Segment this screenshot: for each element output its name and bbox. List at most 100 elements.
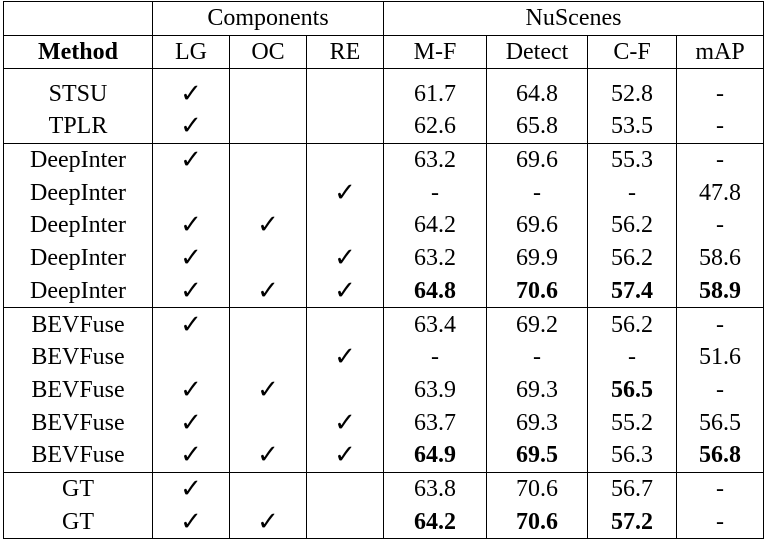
re-check-cell: ✓ [306, 241, 384, 275]
cf-value-cell: 52.8 [587, 77, 677, 111]
method-cell: BEVFuse [3, 373, 153, 407]
mf-value-cell: 62.6 [383, 110, 487, 144]
oc-check-cell: ✓ [229, 274, 307, 308]
oc-check-cell: ✓ [229, 373, 307, 407]
cf-value-cell: 57.4 [587, 274, 677, 308]
mf-column-header: M-F [383, 34, 487, 70]
table-row: DeepInter ✓ ✓ 64.2 69.6 56.2- [3, 209, 764, 242]
re-check-cell [306, 142, 384, 177]
header-blank-cell [3, 1, 153, 36]
lg-check-cell: ✓ [152, 110, 230, 144]
spacer-cell [587, 68, 677, 78]
oc-check-cell [229, 241, 307, 275]
map-value-cell: 56.5 [676, 406, 764, 439]
spacer-cell [229, 68, 307, 78]
lg-check-cell [152, 340, 230, 374]
table-body: STSU ✓ 61.7 64.8 52.8- TPLR ✓ 62.6 65.8 53.5- Deep… [3, 68, 764, 540]
components-header: Components [152, 1, 384, 36]
mf-value-cell: 63.8 [383, 471, 487, 506]
re-check-cell [306, 77, 384, 111]
re-check-cell: ✓ [306, 406, 384, 439]
lg-check-cell: ✓ [152, 406, 230, 439]
mf-value-cell: 61.7 [383, 77, 487, 111]
map-value-cell: - [676, 209, 764, 242]
detect-value-cell: - [486, 176, 588, 210]
table-row: TPLR ✓ 62.6 65.8 53.5- [3, 110, 764, 144]
re-check-cell [306, 505, 384, 540]
re-check-cell [306, 373, 384, 407]
lg-check-cell [152, 176, 230, 210]
oc-check-cell [229, 110, 307, 144]
oc-check-cell: ✓ [229, 209, 307, 242]
cf-value-cell: - [587, 340, 677, 374]
re-column-header: RE [306, 34, 384, 70]
mf-value-cell: 63.9 [383, 373, 487, 407]
table-row: GT ✓ ✓ 64.2 70.6 57.2- [3, 505, 764, 540]
table-row: BEVFuse ✓ - - -51.6 [3, 340, 764, 374]
lg-check-cell: ✓ [152, 373, 230, 407]
nuscenes-header: NuScenes [383, 1, 764, 36]
detect-value-cell: 69.3 [486, 406, 588, 439]
table-row: DeepInter ✓ 63.2 69.6 55.3- [3, 142, 764, 177]
cf-value-cell: 56.2 [587, 307, 677, 341]
method-cell: BEVFuse [3, 406, 153, 439]
table-header: Components NuScenes Method LG OC RE M-F … [3, 1, 764, 70]
method-cell: BEVFuse [3, 438, 153, 473]
lg-check-cell: ✓ [152, 438, 230, 473]
map-value-cell: - [676, 110, 764, 144]
spacer-cell [383, 68, 487, 78]
method-column-header: Method [3, 34, 153, 70]
map-value-cell: - [676, 307, 764, 341]
table-row: BEVFuse ✓ ✓ ✓ 64.9 69.5 56.3 56.8 [3, 438, 764, 473]
detect-value-cell: 69.2 [486, 307, 588, 341]
table-row: BEVFuse ✓ ✓ 63.7 69.3 55.2 56.5 [3, 406, 764, 439]
mf-value-cell: 63.2 [383, 241, 487, 275]
oc-check-cell [229, 176, 307, 210]
re-check-cell: ✓ [306, 438, 384, 473]
spacer-cell [306, 68, 384, 78]
re-check-cell [306, 471, 384, 506]
header-spacer-row [3, 68, 764, 78]
re-check-cell: ✓ [306, 176, 384, 210]
method-cell: GT [3, 505, 153, 540]
spacer-cell [676, 68, 764, 78]
mf-value-cell: 63.7 [383, 406, 487, 439]
mf-value-cell: 63.2 [383, 142, 487, 177]
lg-column-header: LG [152, 34, 230, 70]
mf-value-cell: - [383, 340, 487, 374]
cf-column-header: C-F [587, 34, 677, 70]
spacer-cell [152, 68, 230, 78]
map-value-cell: 58.6 [676, 241, 764, 275]
map-value-cell: 56.8 [676, 438, 764, 473]
map-value-cell: 47.8 [676, 176, 764, 210]
cf-value-cell: 55.2 [587, 406, 677, 439]
cf-value-cell: 56.2 [587, 241, 677, 275]
map-value-cell: 51.6 [676, 340, 764, 374]
detect-value-cell: - [486, 340, 588, 374]
method-cell: TPLR [3, 110, 153, 144]
table-row: STSU ✓ 61.7 64.8 52.8- [3, 77, 764, 111]
cf-value-cell: 56.3 [587, 438, 677, 473]
method-cell: DeepInter [3, 274, 153, 308]
mf-value-cell: 64.2 [383, 209, 487, 242]
map-value-cell: - [676, 505, 764, 540]
table-row: DeepInter ✓ ✓ ✓ 64.8 70.6 57.4 58.9 [3, 274, 764, 308]
mf-value-cell: 63.4 [383, 307, 487, 341]
spacer-cell [486, 68, 588, 78]
detect-value-cell: 70.6 [486, 505, 588, 540]
cf-value-cell: 56.5 [587, 373, 677, 407]
lg-check-cell: ✓ [152, 209, 230, 242]
oc-column-header: OC [229, 34, 307, 70]
detect-value-cell: 69.9 [486, 241, 588, 275]
table-row: GT ✓ 63.8 70.6 56.7- [3, 471, 764, 506]
method-cell: BEVFuse [3, 340, 153, 374]
mf-value-cell: - [383, 176, 487, 210]
detect-value-cell: 69.6 [486, 209, 588, 242]
oc-check-cell: ✓ [229, 438, 307, 473]
table-row: BEVFuse ✓ ✓ 63.9 69.3 56.5- [3, 373, 764, 407]
detect-column-header: Detect [486, 34, 588, 70]
mf-value-cell: 64.2 [383, 505, 487, 540]
cf-value-cell: - [587, 176, 677, 210]
header-columns-row: Method LG OC RE M-F Detect C-F mAP [3, 34, 764, 70]
